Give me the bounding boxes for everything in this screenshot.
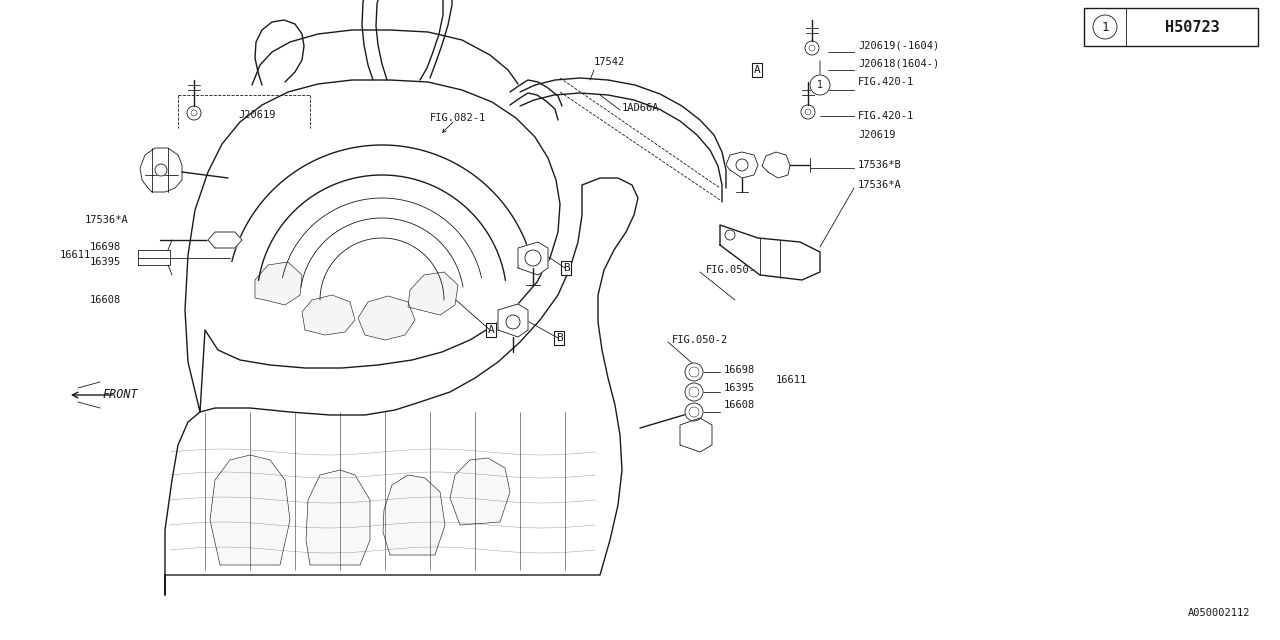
Text: 16698: 16698 (90, 242, 122, 252)
Text: 17536*A: 17536*A (84, 215, 129, 225)
Polygon shape (358, 296, 415, 340)
Circle shape (689, 367, 699, 377)
Circle shape (809, 45, 815, 51)
Polygon shape (721, 225, 820, 280)
Bar (1084, 8, 1258, 46)
Circle shape (506, 315, 520, 329)
Text: FIG.420-1: FIG.420-1 (858, 111, 914, 121)
Text: 17542: 17542 (594, 57, 625, 67)
Polygon shape (498, 304, 529, 337)
Polygon shape (762, 152, 790, 178)
Circle shape (685, 403, 703, 421)
Text: 16611: 16611 (776, 375, 808, 385)
Text: FIG.050-2: FIG.050-2 (672, 335, 728, 345)
Text: 1: 1 (817, 80, 823, 90)
Text: 17536*A: 17536*A (858, 180, 901, 190)
Text: 1: 1 (1101, 20, 1108, 33)
Polygon shape (140, 148, 182, 192)
Text: J20619(-1604): J20619(-1604) (858, 40, 940, 50)
Text: 16395: 16395 (90, 257, 122, 267)
Text: FRONT: FRONT (102, 388, 138, 401)
Text: B: B (563, 263, 570, 273)
Polygon shape (680, 418, 712, 452)
Text: 17536*B: 17536*B (858, 160, 901, 170)
Text: A050002112: A050002112 (1188, 608, 1251, 618)
Circle shape (724, 230, 735, 240)
Text: 16611: 16611 (60, 250, 91, 260)
Circle shape (801, 105, 815, 119)
Polygon shape (186, 80, 561, 412)
Polygon shape (306, 470, 370, 565)
Polygon shape (408, 272, 458, 315)
Circle shape (155, 164, 166, 176)
Text: FIG.082-1: FIG.082-1 (430, 113, 486, 123)
Text: A: A (754, 65, 760, 75)
Polygon shape (255, 262, 302, 305)
Polygon shape (210, 455, 291, 565)
Text: 16698: 16698 (724, 365, 755, 375)
Circle shape (525, 250, 541, 266)
Polygon shape (518, 242, 548, 275)
Circle shape (805, 41, 819, 55)
Polygon shape (451, 458, 509, 525)
Text: 16608: 16608 (90, 295, 122, 305)
Circle shape (689, 387, 699, 397)
Polygon shape (138, 250, 170, 265)
Text: FIG.420-1: FIG.420-1 (858, 77, 914, 87)
Circle shape (1093, 15, 1117, 39)
Polygon shape (383, 475, 445, 555)
Text: 1AD66A: 1AD66A (622, 103, 659, 113)
Text: B: B (556, 333, 562, 343)
Circle shape (805, 109, 812, 115)
Circle shape (736, 159, 748, 171)
Polygon shape (726, 152, 758, 178)
Circle shape (810, 75, 829, 95)
Circle shape (685, 363, 703, 381)
Polygon shape (302, 295, 355, 335)
Polygon shape (165, 178, 637, 595)
Circle shape (187, 106, 201, 120)
Text: 16395: 16395 (724, 383, 755, 393)
Text: H50723: H50723 (1165, 19, 1220, 35)
Text: J20619: J20619 (858, 130, 896, 140)
Polygon shape (209, 232, 242, 248)
Circle shape (689, 407, 699, 417)
Text: 16608: 16608 (724, 400, 755, 410)
Text: FIG.050-1: FIG.050-1 (707, 265, 763, 275)
Text: A: A (488, 325, 494, 335)
Circle shape (685, 383, 703, 401)
Circle shape (191, 110, 197, 116)
Text: J20618(1604-): J20618(1604-) (858, 58, 940, 68)
Text: J20619: J20619 (238, 110, 275, 120)
